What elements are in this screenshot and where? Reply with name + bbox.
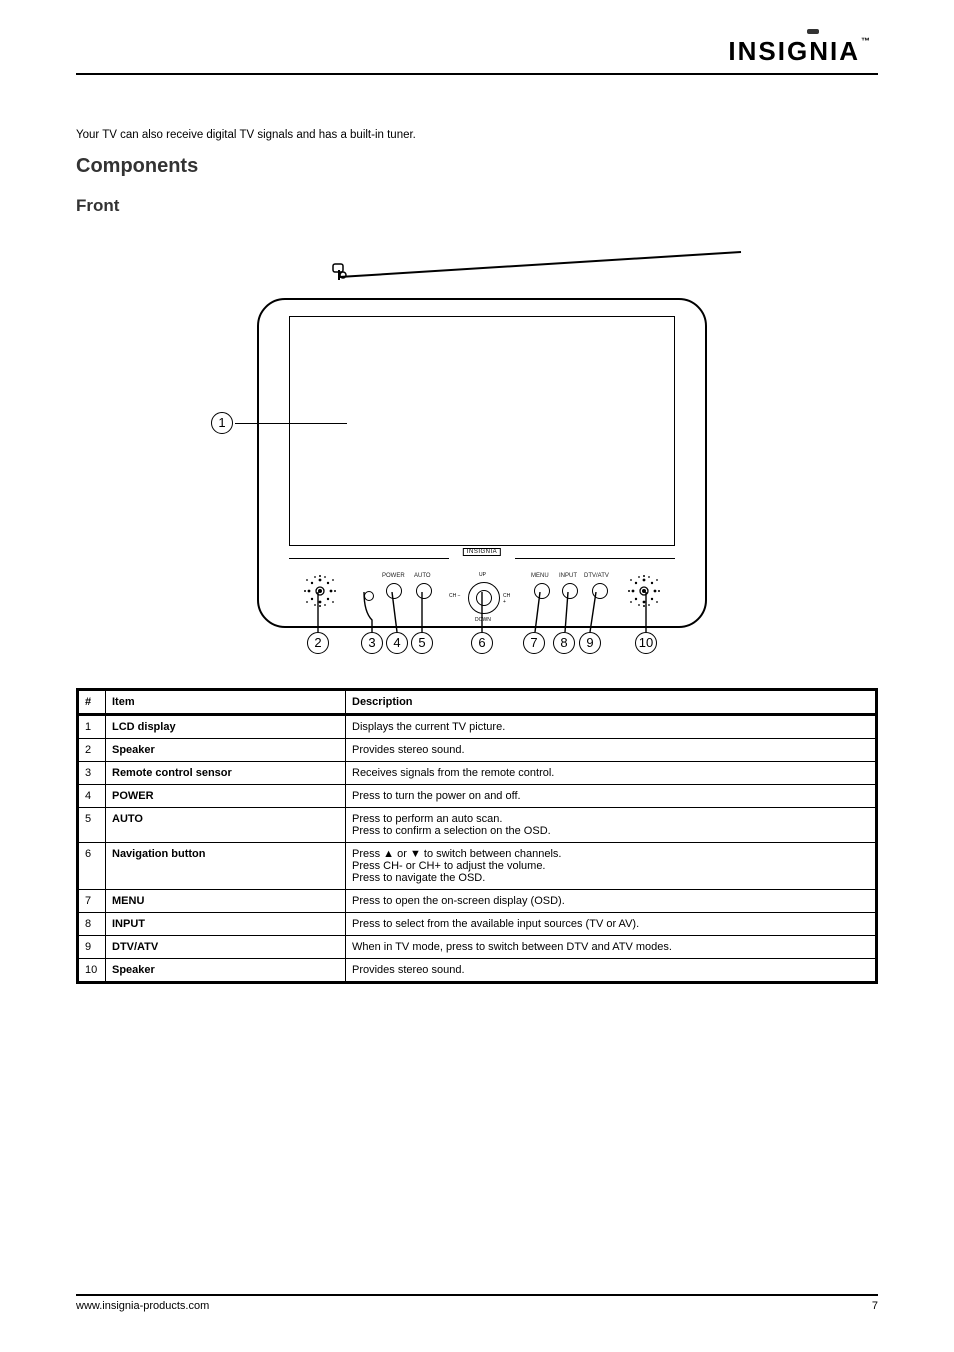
cell-desc: Press to select from the available input… — [346, 913, 877, 936]
cell-desc: Receives signals from the remote control… — [346, 762, 877, 785]
bezel-line-left — [289, 558, 449, 559]
table-row: 10SpeakerProvides stereo sound. — [78, 959, 877, 983]
tv-body: INSIGNIA — [257, 298, 707, 628]
cell-num: 8 — [78, 913, 106, 936]
cell-item: MENU — [106, 890, 346, 913]
cell-num: 4 — [78, 785, 106, 808]
table-row: 2SpeakerProvides stereo sound. — [78, 739, 877, 762]
page-header: INSIGNIA™ — [76, 36, 878, 75]
cell-item: DTV/ATV — [106, 936, 346, 959]
callout-2: 2 — [307, 632, 329, 654]
cell-num: 7 — [78, 890, 106, 913]
dtv-atv-label: DTV/ATV — [584, 573, 609, 579]
table-row: 6Navigation buttonPress ▲ or ▼ to switch… — [78, 843, 877, 890]
brand-text: INSIGNIA — [728, 36, 860, 66]
cell-num: 3 — [78, 762, 106, 785]
col-item: Item — [106, 690, 346, 715]
brand-logo: INSIGNIA™ — [728, 36, 878, 67]
bezel-line-right — [515, 558, 675, 559]
cell-desc: Press ▲ or ▼ to switch between channels.… — [346, 843, 877, 890]
intro-blurb: Your TV can also receive digital TV sign… — [76, 129, 878, 141]
trademark-symbol: ™ — [861, 36, 872, 46]
parts-table: # Item Description 1LCD displayDisplays … — [76, 688, 878, 984]
table-row: 4POWERPress to turn the power on and off… — [78, 785, 877, 808]
section-title-components: Components — [76, 155, 878, 178]
menu-label: MENU — [531, 573, 549, 579]
table-row: 8INPUTPress to select from the available… — [78, 913, 877, 936]
cell-item: INPUT — [106, 913, 346, 936]
table-row: 1LCD displayDisplays the current TV pict… — [78, 715, 877, 739]
table-row: 9DTV/ATVWhen in TV mode, press to switch… — [78, 936, 877, 959]
cell-item: POWER — [106, 785, 346, 808]
callout-1: 1 — [211, 412, 233, 434]
subsection-title-front: Front — [76, 196, 878, 216]
cell-desc: Press to perform an auto scan. Press to … — [346, 808, 877, 843]
cell-desc: Press to open the on-screen display (OSD… — [346, 890, 877, 913]
cell-item: Remote control sensor — [106, 762, 346, 785]
tv-front-diagram: INSIGNIA — [197, 232, 757, 662]
callout-8: 8 — [553, 632, 575, 654]
cell-desc: Press to turn the power on and off. — [346, 785, 877, 808]
power-label: POWER — [382, 573, 405, 579]
col-desc: Description — [346, 690, 877, 715]
table-header-row: # Item Description — [78, 690, 877, 715]
brand-accent — [807, 29, 819, 34]
table-row: 5AUTOPress to perform an auto scan. Pres… — [78, 808, 877, 843]
callout-9: 9 — [579, 632, 601, 654]
callout-10: 10 — [635, 632, 657, 654]
footer-url: www.insignia-products.com — [76, 1300, 209, 1312]
cell-item: Speaker — [106, 959, 346, 983]
table-row: 7MENUPress to open the on-screen display… — [78, 890, 877, 913]
lcd-screen — [289, 316, 675, 546]
cell-num: 1 — [78, 715, 106, 739]
cell-num: 6 — [78, 843, 106, 890]
cell-item: LCD display — [106, 715, 346, 739]
cell-desc: Provides stereo sound. — [346, 959, 877, 983]
callout-4: 4 — [386, 632, 408, 654]
antenna-icon — [331, 250, 751, 280]
cell-item: AUTO — [106, 808, 346, 843]
table-row: 3Remote control sensorReceives signals f… — [78, 762, 877, 785]
cell-item: Speaker — [106, 739, 346, 762]
callout-6: 6 — [471, 632, 493, 654]
leader-1 — [235, 423, 347, 424]
cell-desc: Provides stereo sound. — [346, 739, 877, 762]
auto-label: AUTO — [414, 573, 431, 579]
page-footer: www.insignia-products.com 7 — [76, 1294, 878, 1312]
cell-item: Navigation button — [106, 843, 346, 890]
cell-num: 2 — [78, 739, 106, 762]
footer-page-number: 7 — [872, 1300, 878, 1312]
cell-desc: When in TV mode, press to switch between… — [346, 936, 877, 959]
cell-num: 10 — [78, 959, 106, 983]
cell-desc: Displays the current TV picture. — [346, 715, 877, 739]
bezel-brand-label: INSIGNIA — [463, 548, 501, 556]
callout-3: 3 — [361, 632, 383, 654]
col-num: # — [78, 690, 106, 715]
callout-7: 7 — [523, 632, 545, 654]
up-label: UP — [479, 572, 486, 578]
input-label: INPUT — [559, 573, 577, 579]
cell-num: 9 — [78, 936, 106, 959]
callout-5: 5 — [411, 632, 433, 654]
cell-num: 5 — [78, 808, 106, 843]
